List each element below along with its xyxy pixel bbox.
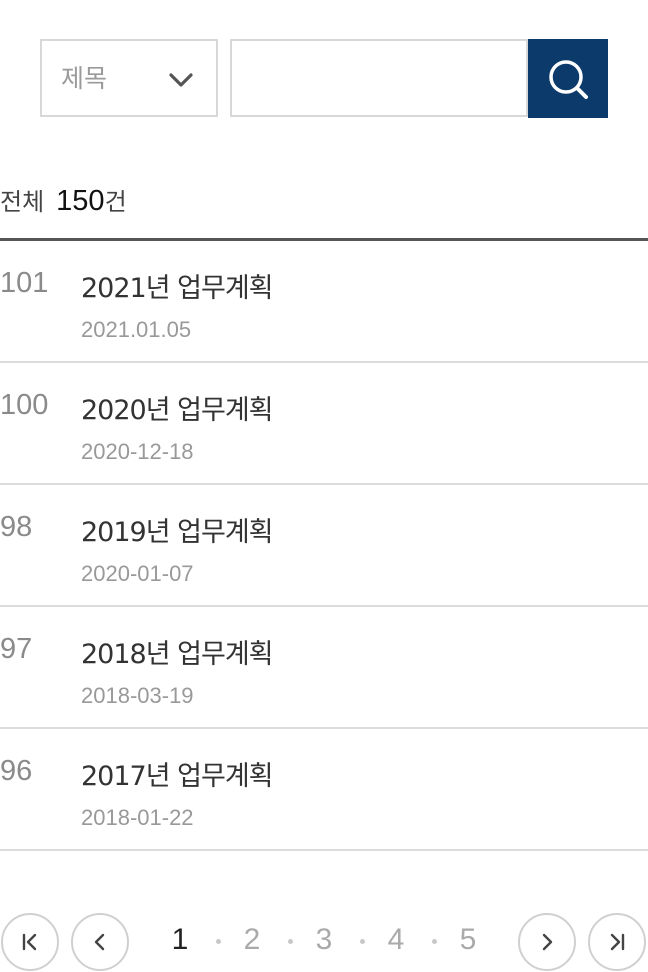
post-list: 101 2021년 업무계획 2021.01.05 100 2020년 업무계획… xyxy=(0,241,648,851)
post-title[interactable]: 2020년 업무계획 xyxy=(81,395,273,426)
post-date: 2018-01-22 xyxy=(81,805,194,830)
total-unit: 건 xyxy=(104,188,127,216)
page-link-1[interactable]: 1 xyxy=(171,923,189,956)
list-item[interactable]: 97 2018년 업무계획 2018-03-19 xyxy=(0,607,648,729)
list-item[interactable]: 98 2019년 업무계획 2020-01-07 xyxy=(0,485,648,607)
post-number: 97 xyxy=(0,633,33,665)
last-page-button[interactable] xyxy=(588,913,646,971)
search-field-select[interactable]: 제목 xyxy=(40,39,218,117)
search-icon xyxy=(549,60,588,99)
search-button[interactable] xyxy=(528,39,608,118)
total-number: 150 xyxy=(56,185,105,217)
total-label: 전체 xyxy=(0,188,45,216)
post-title[interactable]: 2019년 업무계획 xyxy=(81,517,273,548)
list-item[interactable]: 96 2017년 업무계획 2018-01-22 xyxy=(0,729,648,851)
page-separator-dot xyxy=(288,939,293,944)
prev-page-button[interactable] xyxy=(71,913,129,971)
post-title[interactable]: 2017년 업무계획 xyxy=(81,761,273,792)
list-item[interactable]: 101 2021년 업무계획 2021.01.05 xyxy=(0,241,648,363)
first-page-icon xyxy=(22,933,37,951)
post-date: 2020-01-07 xyxy=(81,561,194,586)
page-separator-dot xyxy=(216,939,221,944)
first-page-button[interactable] xyxy=(1,913,59,971)
page-separator-dot xyxy=(360,939,365,944)
post-number: 100 xyxy=(0,389,49,421)
post-title[interactable]: 2018년 업무계획 xyxy=(81,639,273,670)
chevron-right-icon xyxy=(542,933,553,951)
chevron-down-icon xyxy=(169,73,193,87)
post-number: 101 xyxy=(0,267,49,299)
post-date: 2020-12-18 xyxy=(81,439,194,464)
page-link-4[interactable]: 4 xyxy=(387,923,405,956)
search-input[interactable] xyxy=(230,39,528,117)
post-title[interactable]: 2021년 업무계획 xyxy=(81,273,273,304)
page-link-3[interactable]: 3 xyxy=(315,923,333,956)
post-date: 2018-03-19 xyxy=(81,683,194,708)
last-page-icon xyxy=(610,933,625,951)
post-number: 98 xyxy=(0,511,33,543)
post-number: 96 xyxy=(0,755,33,787)
list-top-divider xyxy=(0,238,648,241)
total-count: 전체 150건 xyxy=(0,182,127,220)
page-separator-dot xyxy=(432,939,437,944)
post-date: 2021.01.05 xyxy=(81,317,192,342)
chevron-left-icon xyxy=(94,933,105,951)
search-field-select-label: 제목 xyxy=(61,64,108,93)
list-item[interactable]: 100 2020년 업무계획 2020-12-18 xyxy=(0,363,648,485)
next-page-button[interactable] xyxy=(518,913,576,971)
page-link-2[interactable]: 2 xyxy=(243,923,261,956)
page-link-5[interactable]: 5 xyxy=(459,923,477,956)
